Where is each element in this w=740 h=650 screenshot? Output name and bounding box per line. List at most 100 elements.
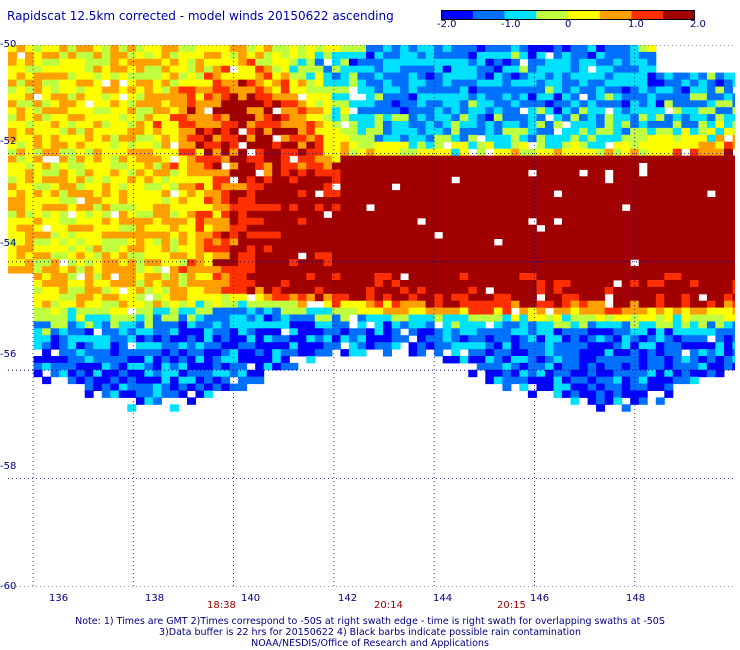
wind-cell bbox=[587, 155, 597, 163]
wind-cell bbox=[621, 58, 631, 67]
wind-cell bbox=[178, 217, 188, 226]
wind-cell bbox=[527, 335, 537, 343]
wind-cell bbox=[118, 134, 128, 143]
wind-cell bbox=[76, 155, 86, 163]
wind-cell bbox=[570, 86, 580, 94]
wind-cell bbox=[135, 342, 145, 350]
wind-cell bbox=[93, 72, 103, 80]
wind-cell bbox=[638, 238, 648, 246]
wind-cell bbox=[621, 376, 631, 385]
wind-cell bbox=[144, 134, 154, 143]
wind-cell bbox=[724, 286, 733, 295]
lon-label-148: 148 bbox=[626, 593, 646, 604]
wind-cell bbox=[655, 107, 665, 115]
wind-cell bbox=[366, 266, 375, 274]
wind-cell bbox=[67, 51, 77, 60]
wind-cell bbox=[553, 342, 563, 350]
wind-cell bbox=[664, 169, 674, 177]
wind-cell bbox=[331, 273, 341, 281]
wind-cell bbox=[587, 314, 597, 322]
wind-cell bbox=[178, 203, 188, 212]
wind-cell bbox=[135, 127, 145, 136]
wind-cell bbox=[664, 335, 674, 343]
wind-cell bbox=[536, 176, 546, 184]
wind-cell bbox=[630, 231, 640, 239]
wind-cell bbox=[272, 197, 282, 205]
wind-cell bbox=[706, 79, 716, 87]
wind-cell bbox=[331, 107, 341, 115]
wind-cell bbox=[127, 259, 137, 267]
wind-cell bbox=[144, 369, 154, 378]
wind-cell bbox=[536, 349, 546, 357]
wind-cell bbox=[110, 328, 120, 336]
wind-cell bbox=[110, 314, 120, 322]
wind-cell bbox=[383, 238, 392, 246]
wind-cell bbox=[255, 155, 265, 163]
wind-cell bbox=[93, 155, 103, 163]
wind-cell bbox=[485, 328, 495, 336]
wind-cell bbox=[366, 224, 375, 233]
wind-cell bbox=[323, 127, 333, 136]
wind-cell bbox=[8, 203, 17, 212]
wind-cell bbox=[647, 314, 657, 322]
wind-cell bbox=[314, 307, 324, 315]
wind-cell bbox=[587, 100, 597, 108]
wind-cell bbox=[417, 58, 427, 67]
wind-cell bbox=[630, 224, 640, 233]
wind-cell bbox=[587, 45, 597, 53]
wind-cell bbox=[408, 155, 418, 163]
wind-cell bbox=[519, 356, 529, 364]
wind-cell bbox=[553, 100, 563, 108]
wind-cell bbox=[135, 100, 145, 108]
wind-cell bbox=[127, 321, 137, 329]
wind-cell bbox=[93, 362, 103, 371]
wind-cell bbox=[732, 141, 735, 150]
wind-cell bbox=[42, 107, 52, 115]
wind-cell bbox=[596, 203, 606, 212]
wind-cell bbox=[570, 397, 580, 405]
wind-cell bbox=[144, 86, 154, 94]
wind-cell bbox=[229, 307, 239, 315]
wind-cell bbox=[76, 114, 86, 122]
wind-cell bbox=[59, 224, 69, 233]
wind-cell bbox=[280, 86, 290, 94]
wind-cell bbox=[383, 176, 392, 184]
wind-cell bbox=[715, 266, 725, 274]
wind-cell bbox=[229, 342, 239, 350]
wind-cell bbox=[204, 93, 213, 101]
wind-cell bbox=[135, 93, 145, 101]
wind-cell bbox=[306, 197, 316, 205]
wind-cell bbox=[357, 176, 367, 184]
wind-cell bbox=[562, 390, 571, 398]
wind-cell bbox=[101, 390, 111, 398]
wind-cell bbox=[476, 280, 486, 288]
wind-cell bbox=[314, 245, 324, 253]
wind-cell bbox=[630, 45, 640, 53]
wind-cell bbox=[689, 203, 699, 212]
wind-cell bbox=[331, 210, 341, 219]
wind-cell bbox=[357, 86, 367, 94]
wind-cell bbox=[221, 362, 231, 371]
wind-cell bbox=[579, 349, 589, 357]
wind-cell bbox=[348, 252, 358, 260]
wind-cell bbox=[255, 376, 265, 385]
wind-cell bbox=[118, 224, 128, 233]
wind-cell bbox=[545, 293, 554, 302]
wind-cell bbox=[527, 65, 537, 74]
wind-cell bbox=[400, 266, 410, 274]
wind-cell bbox=[579, 217, 589, 226]
wind-cell bbox=[493, 224, 503, 233]
wind-cell bbox=[152, 176, 162, 184]
wind-cell bbox=[510, 273, 520, 281]
wind-cell bbox=[357, 183, 367, 191]
wind-cell bbox=[101, 376, 111, 385]
wind-cell bbox=[289, 65, 299, 74]
wind-cell bbox=[647, 369, 657, 378]
wind-cell bbox=[238, 383, 248, 391]
wind-cell bbox=[536, 210, 546, 219]
wind-cell bbox=[655, 141, 665, 150]
wind-cell bbox=[195, 307, 205, 315]
wind-cell bbox=[527, 245, 537, 253]
wind-cell bbox=[144, 79, 154, 87]
wind-cell bbox=[493, 148, 503, 157]
